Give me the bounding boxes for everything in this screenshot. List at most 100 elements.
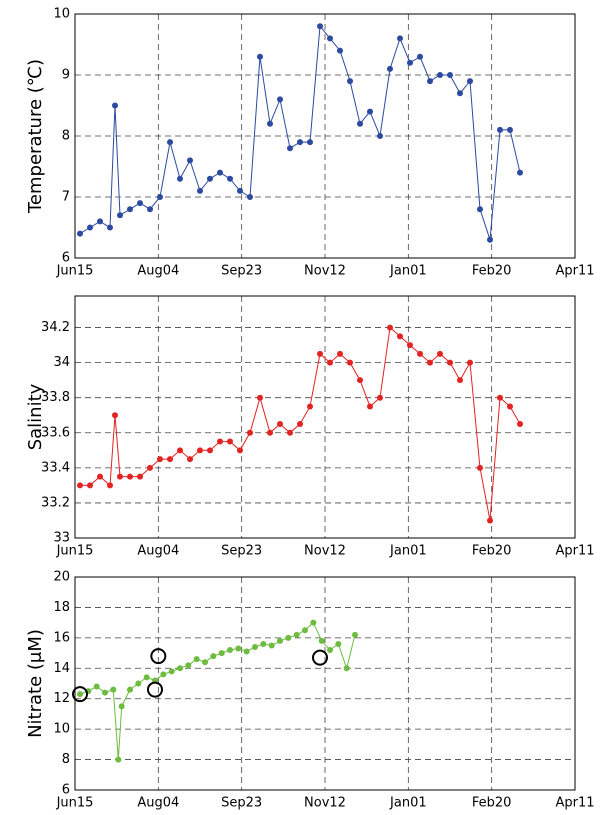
data-point bbox=[77, 482, 83, 489]
data-point bbox=[337, 47, 343, 54]
data-point bbox=[337, 350, 343, 357]
data-point bbox=[343, 665, 350, 672]
data-point bbox=[437, 350, 443, 357]
data-point bbox=[347, 78, 353, 85]
data-point bbox=[347, 359, 353, 366]
x-tick-label: Feb20 bbox=[472, 544, 512, 559]
data-point bbox=[327, 35, 333, 42]
data-point bbox=[127, 686, 133, 693]
x-tick-label: Sep23 bbox=[221, 796, 262, 811]
data-point bbox=[260, 640, 267, 647]
y-tick-label: 6 bbox=[62, 251, 70, 266]
x-tick-label: Jan01 bbox=[389, 544, 427, 559]
data-point bbox=[202, 659, 208, 666]
data-point bbox=[93, 683, 100, 690]
data-point bbox=[297, 139, 303, 146]
x-tick-label: Sep23 bbox=[221, 544, 262, 559]
y-axis-label: Nitrate (μM) bbox=[25, 629, 46, 738]
data-point bbox=[157, 194, 163, 200]
data-point bbox=[143, 674, 150, 681]
data-point bbox=[107, 482, 113, 489]
data-point bbox=[147, 206, 153, 213]
y-axis-label: Salinity bbox=[25, 383, 46, 450]
data-point bbox=[387, 324, 393, 331]
data-point bbox=[307, 139, 313, 146]
data-point bbox=[287, 429, 293, 436]
data-point bbox=[127, 206, 133, 213]
data-point bbox=[177, 447, 183, 454]
data-point bbox=[87, 224, 93, 231]
y-tick-label: 33.2 bbox=[41, 495, 70, 510]
data-point bbox=[427, 78, 433, 85]
y-tick-label: 10 bbox=[53, 722, 70, 737]
data-point bbox=[467, 78, 473, 85]
data-point bbox=[277, 96, 283, 103]
data-point bbox=[367, 403, 373, 410]
data-point bbox=[377, 133, 383, 139]
data-point bbox=[117, 473, 123, 480]
data-point bbox=[457, 377, 463, 384]
x-tick-label: Aug04 bbox=[137, 796, 179, 811]
data-point bbox=[357, 377, 363, 384]
data-point bbox=[112, 412, 118, 419]
y-tick-label: 18 bbox=[53, 600, 70, 615]
plot-frame bbox=[74, 576, 576, 791]
data-point bbox=[118, 703, 125, 710]
data-point bbox=[193, 656, 200, 663]
y-tick-label: 33.4 bbox=[41, 460, 70, 475]
data-point bbox=[302, 627, 308, 634]
data-point bbox=[417, 350, 423, 357]
data-point bbox=[160, 671, 167, 678]
data-point bbox=[310, 619, 317, 626]
data-point bbox=[247, 429, 253, 436]
y-tick-label: 8 bbox=[62, 752, 70, 767]
data-point bbox=[207, 447, 213, 454]
data-point bbox=[285, 634, 292, 641]
data-point bbox=[287, 145, 293, 152]
x-tick-label: Nov12 bbox=[304, 796, 346, 811]
y-tick-label: 9 bbox=[62, 68, 70, 83]
y-tick-label: 7 bbox=[62, 190, 70, 205]
data-point bbox=[217, 438, 223, 445]
data-point bbox=[97, 473, 103, 480]
x-tick-label: Aug04 bbox=[137, 544, 179, 559]
x-tick-label: Jun15 bbox=[56, 264, 94, 279]
sample-marker bbox=[150, 648, 167, 665]
data-point bbox=[268, 642, 275, 649]
data-point bbox=[487, 236, 493, 243]
data-point bbox=[307, 403, 313, 410]
x-tick-label: Jun15 bbox=[56, 796, 94, 811]
data-point bbox=[207, 175, 213, 182]
data-point bbox=[252, 643, 258, 650]
y-tick-label: 34 bbox=[53, 355, 70, 370]
data-point bbox=[127, 473, 133, 480]
data-point bbox=[447, 72, 453, 78]
data-point bbox=[167, 456, 173, 463]
data-point bbox=[487, 517, 493, 524]
y-tick-label: 14 bbox=[53, 661, 70, 676]
data-point bbox=[437, 72, 443, 78]
data-point bbox=[227, 438, 233, 445]
data-point bbox=[210, 653, 217, 660]
y-tick-label: 33.6 bbox=[41, 425, 70, 440]
series-line bbox=[80, 326, 521, 521]
data-point bbox=[137, 200, 143, 207]
data-point bbox=[407, 342, 413, 349]
data-point bbox=[517, 421, 523, 428]
data-point bbox=[417, 53, 423, 60]
data-point bbox=[112, 102, 118, 109]
data-point bbox=[227, 175, 233, 182]
data-point bbox=[107, 224, 113, 231]
data-point bbox=[227, 647, 233, 654]
data-point bbox=[327, 647, 333, 654]
data-point bbox=[407, 59, 413, 66]
data-point bbox=[117, 212, 123, 219]
y-tick-label: 6 bbox=[62, 783, 70, 798]
data-point bbox=[197, 447, 203, 454]
x-tick-label: Jan01 bbox=[389, 796, 427, 811]
x-tick-label: Aug04 bbox=[137, 264, 179, 279]
data-point bbox=[377, 394, 383, 401]
data-point bbox=[187, 456, 193, 463]
data-point bbox=[257, 394, 263, 401]
sample-marker bbox=[312, 649, 328, 666]
